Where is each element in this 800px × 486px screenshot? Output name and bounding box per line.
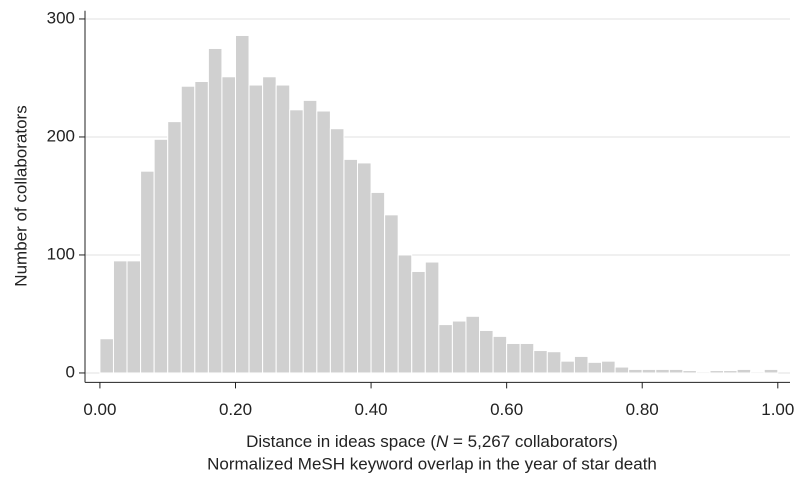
bar bbox=[451, 320, 467, 374]
bar bbox=[506, 342, 521, 374]
bar bbox=[695, 371, 711, 374]
bar bbox=[99, 338, 114, 374]
bar bbox=[411, 270, 426, 374]
bar bbox=[357, 162, 372, 374]
x-axis-label-line2: Normalized MeSH keyword overlap in the y… bbox=[207, 454, 657, 473]
bar bbox=[546, 351, 562, 374]
y-tick-label: 300 bbox=[47, 8, 75, 27]
bar bbox=[641, 368, 657, 374]
bar bbox=[316, 110, 331, 374]
bar bbox=[519, 342, 535, 374]
y-tick-label: 0 bbox=[66, 362, 75, 381]
bar bbox=[302, 99, 318, 374]
bar bbox=[140, 170, 155, 374]
bar bbox=[438, 324, 453, 374]
x-tick-label: 0.60 bbox=[490, 400, 523, 419]
bar bbox=[180, 85, 196, 374]
bar bbox=[329, 128, 345, 374]
bar bbox=[587, 361, 603, 374]
bar bbox=[234, 34, 250, 374]
y-axis-label: Number of collaborators bbox=[11, 105, 30, 286]
bar bbox=[194, 81, 209, 374]
x-axis-label: Distance in ideas space (N = 5,267 colla… bbox=[246, 432, 618, 451]
bar bbox=[709, 370, 725, 374]
bar bbox=[384, 214, 399, 374]
bar bbox=[289, 109, 304, 374]
bar bbox=[492, 335, 508, 374]
bar bbox=[628, 368, 643, 374]
bar bbox=[248, 84, 264, 374]
bar bbox=[153, 138, 169, 374]
bar bbox=[275, 84, 291, 374]
bar bbox=[668, 368, 684, 374]
bar bbox=[533, 350, 548, 374]
x-tick-label: 1.00 bbox=[761, 400, 794, 419]
bar bbox=[736, 368, 752, 374]
bar bbox=[573, 355, 589, 374]
bar bbox=[343, 158, 359, 374]
bar bbox=[723, 370, 738, 374]
bar bbox=[614, 366, 630, 374]
bar bbox=[126, 260, 142, 374]
bar bbox=[207, 47, 223, 374]
y-tick-label: 200 bbox=[47, 126, 75, 145]
bar bbox=[682, 370, 697, 374]
x-tick-label: 0.20 bbox=[219, 400, 252, 419]
y-tick-label: 100 bbox=[47, 244, 75, 263]
bar bbox=[601, 360, 616, 374]
bar bbox=[424, 261, 440, 374]
bar bbox=[560, 360, 575, 374]
bar bbox=[262, 76, 277, 374]
bar bbox=[221, 76, 236, 374]
x-axis-label-part: N bbox=[436, 432, 449, 451]
bar bbox=[750, 371, 765, 374]
bar bbox=[655, 368, 670, 374]
bar bbox=[397, 254, 413, 374]
bar bbox=[763, 368, 779, 374]
bar bbox=[112, 260, 128, 374]
bar bbox=[167, 121, 182, 374]
x-tick-label: 0.40 bbox=[355, 400, 388, 419]
bar bbox=[465, 315, 481, 374]
x-axis-label-part: Distance in ideas space ( bbox=[246, 432, 436, 451]
x-axis-label-part: = 5,267 collaborators) bbox=[448, 432, 618, 451]
x-tick-label: 0.80 bbox=[626, 400, 659, 419]
x-tick-label: 0.00 bbox=[83, 400, 116, 419]
bar bbox=[479, 329, 494, 374]
bar bbox=[370, 191, 386, 374]
